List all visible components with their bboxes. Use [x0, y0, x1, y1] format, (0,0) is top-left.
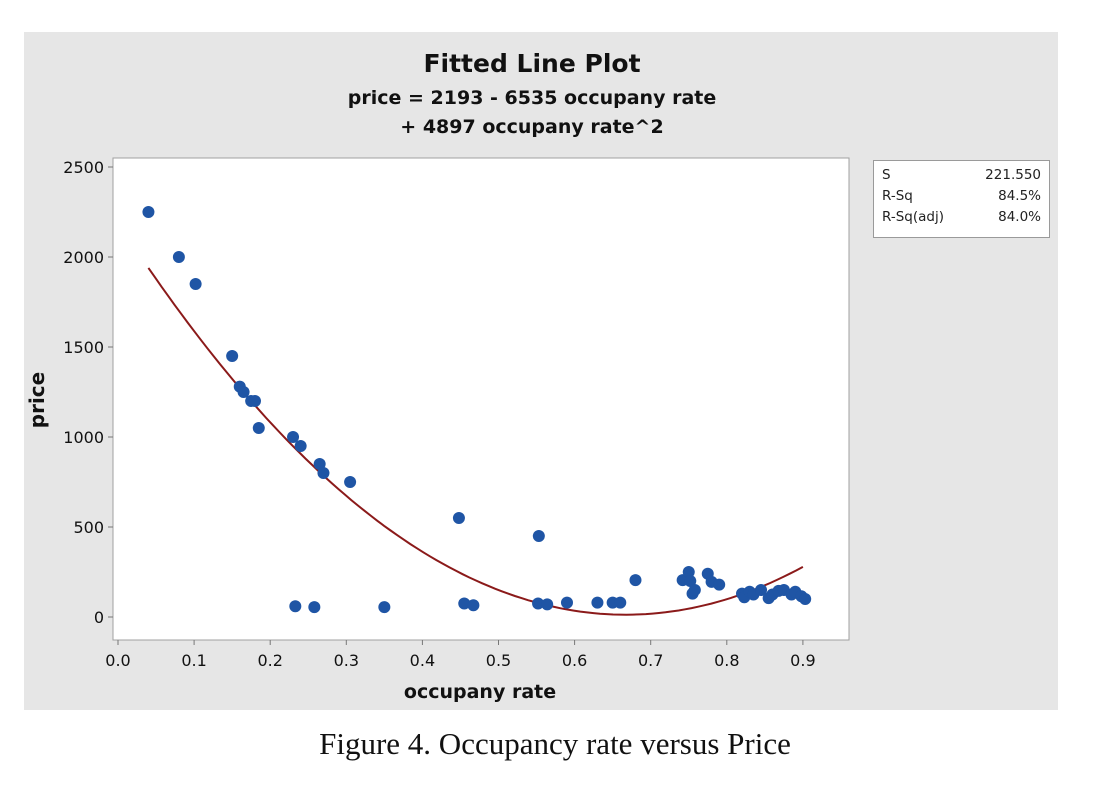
data-point: [591, 596, 604, 609]
plot-area: [112, 157, 850, 641]
y-tick-label: 1000: [63, 428, 104, 447]
x-tick-label: 0.9: [790, 651, 815, 670]
stat-label: R-Sq: [882, 188, 913, 204]
data-point: [541, 598, 554, 611]
data-point: [713, 578, 726, 591]
data-point: [252, 422, 265, 434]
x-tick-label: 0.3: [334, 651, 359, 670]
stat-label: S: [882, 167, 891, 183]
data-point: [629, 574, 642, 587]
data-point: [532, 530, 545, 542]
data-point: [799, 593, 812, 605]
stat-row-rsq: R-Sq 84.5%: [882, 188, 1041, 208]
data-point: [226, 350, 239, 362]
fitted-regression-line: [147, 267, 804, 616]
data-point: [172, 251, 185, 263]
data-point: [248, 395, 261, 407]
x-tick-label: 0.4: [410, 651, 435, 670]
data-point: [344, 476, 357, 488]
data-point: [682, 566, 695, 578]
x-tick-label: 0.8: [714, 651, 739, 670]
data-point: [313, 458, 326, 470]
stat-row-s: S 221.550: [882, 167, 1041, 187]
y-axis-label: price: [25, 372, 49, 428]
data-point: [289, 600, 302, 613]
chart-subtitle-line-1: price = 2193 - 6535 occupany rate: [348, 87, 717, 109]
data-point: [684, 575, 697, 587]
x-tick-label: 0.0: [105, 651, 130, 670]
data-point: [378, 601, 391, 614]
x-tick-label: 0.7: [638, 651, 663, 670]
chart-title: Fitted Line Plot: [423, 49, 640, 78]
data-point: [189, 278, 202, 290]
chart-subtitle-line-2: + 4897 occupany rate^2: [400, 116, 663, 138]
data-point: [755, 584, 768, 596]
x-tick-label: 0.5: [486, 651, 511, 670]
stat-label: R-Sq(adj): [882, 209, 944, 225]
stat-row-rsq-adj: R-Sq(adj) 84.0%: [882, 209, 1041, 229]
y-tick-label: 2000: [63, 248, 104, 267]
data-point: [532, 597, 545, 610]
data-point: [458, 597, 471, 610]
x-tick-label: 0.6: [562, 651, 587, 670]
data-point: [308, 601, 321, 614]
model-summary-box: S 221.550 R-Sq 84.5% R-Sq(adj) 84.0%: [873, 160, 1050, 238]
data-point: [467, 599, 480, 612]
y-tick-label: 1500: [63, 338, 104, 357]
y-tick-label: 500: [73, 518, 104, 537]
data-point: [614, 596, 627, 609]
x-tick-label: 0.1: [181, 651, 206, 670]
data-point: [688, 584, 701, 596]
data-point: [287, 431, 300, 443]
x-axis-label: occupany rate: [404, 681, 556, 703]
x-tick-label: 0.2: [257, 651, 282, 670]
data-point: [237, 386, 250, 398]
data-point: [142, 206, 155, 218]
data-point: [294, 440, 307, 452]
y-tick-label: 2500: [63, 158, 104, 177]
data-point: [560, 596, 573, 609]
stat-value: 84.0%: [998, 209, 1041, 225]
data-point: [452, 512, 465, 524]
y-tick-label: 0: [94, 608, 104, 627]
figure-caption: Figure 4. Occupancy rate versus Price: [319, 726, 791, 761]
data-point: [317, 467, 330, 479]
stat-value: 221.550: [985, 167, 1041, 183]
stat-value: 84.5%: [998, 188, 1041, 204]
